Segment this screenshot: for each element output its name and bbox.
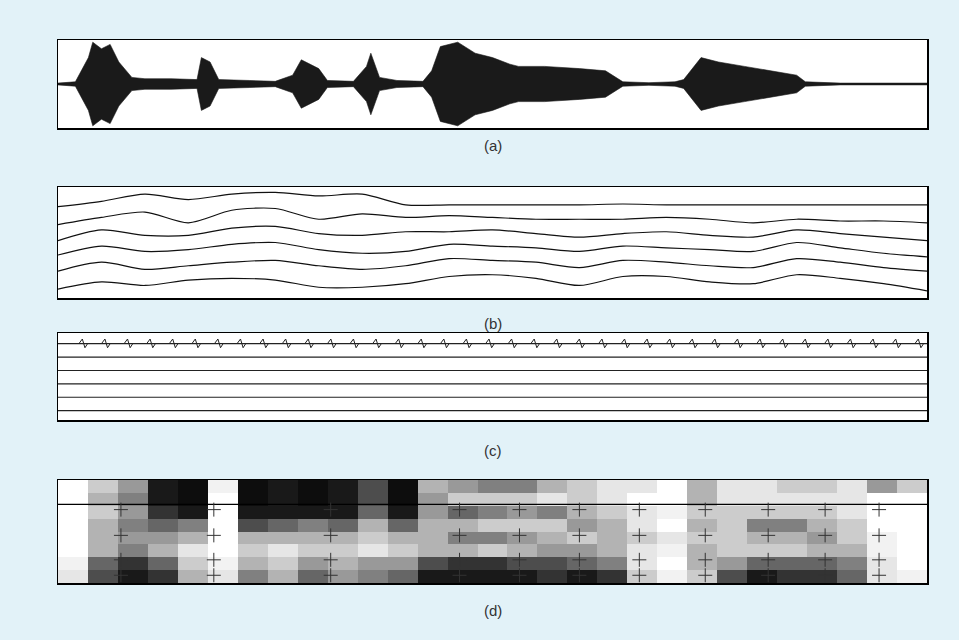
svg-text:(a): (a)	[484, 137, 502, 154]
svg-text:(c): (c)	[484, 442, 502, 459]
svg-text:(b): (b)	[484, 315, 502, 332]
svg-text:(d): (d)	[484, 602, 502, 619]
